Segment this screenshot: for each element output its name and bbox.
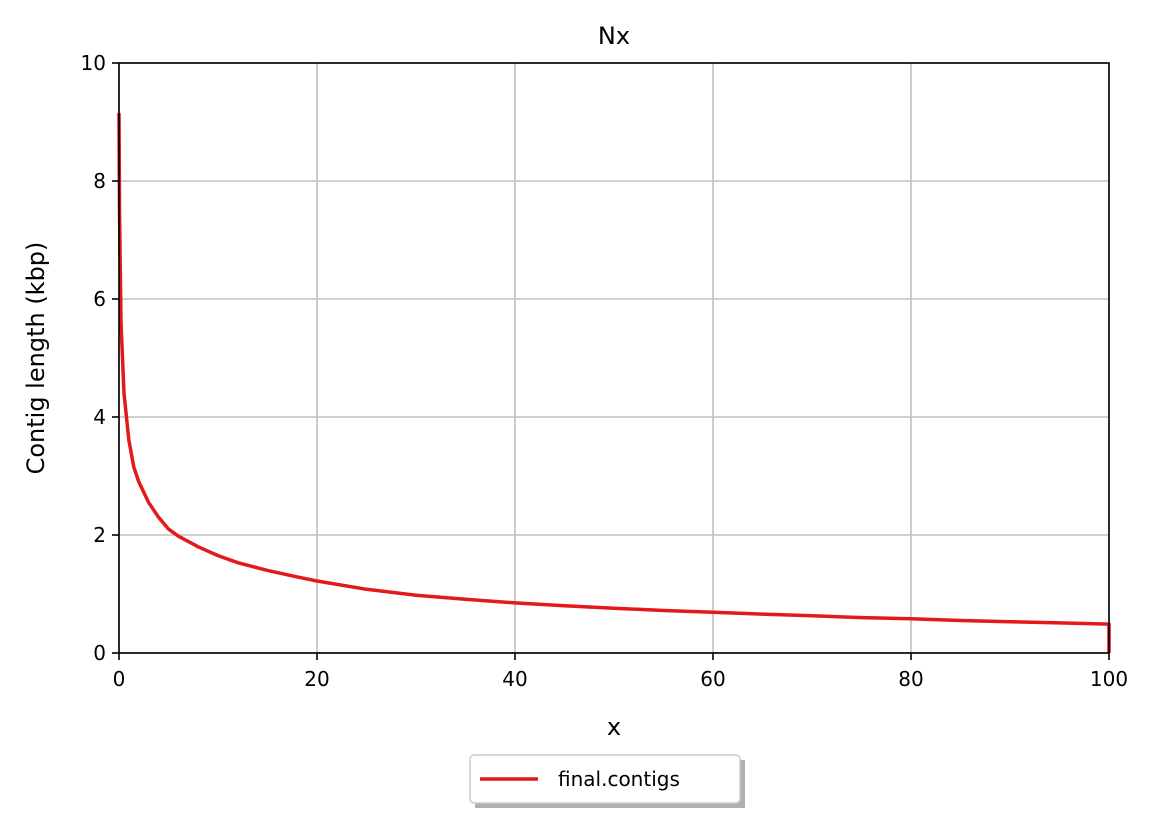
x-tick-label: 60 (700, 667, 725, 691)
y-tick-label: 8 (93, 169, 106, 193)
y-tick-label: 2 (93, 523, 106, 547)
legend-box (469, 754, 741, 804)
series-line-final-contigs (117, 113, 1111, 653)
x-tick-label: 100 (1090, 667, 1128, 691)
ticks: 0 20 40 60 80 100 0 2 4 6 8 10 (81, 51, 1129, 691)
plot-frame (118, 62, 1110, 654)
y-axis-label: Contig length (kbp) (22, 242, 50, 475)
x-axis-label: x (607, 713, 621, 741)
y-tick-label: 10 (81, 51, 106, 75)
legend-label-final-contigs: final.contigs (558, 767, 680, 791)
x-tick-label: 40 (502, 667, 527, 691)
y-tick-label: 4 (93, 405, 106, 429)
x-tick-label: 80 (898, 667, 923, 691)
x-tick-label: 20 (304, 667, 329, 691)
y-tick-label: 6 (93, 287, 106, 311)
y-tick-label: 0 (93, 641, 106, 665)
x-tick-label: 0 (113, 667, 126, 691)
series-layer (117, 113, 1111, 653)
chart-title: Nx (598, 22, 630, 50)
legend: final.contigs (469, 754, 745, 808)
